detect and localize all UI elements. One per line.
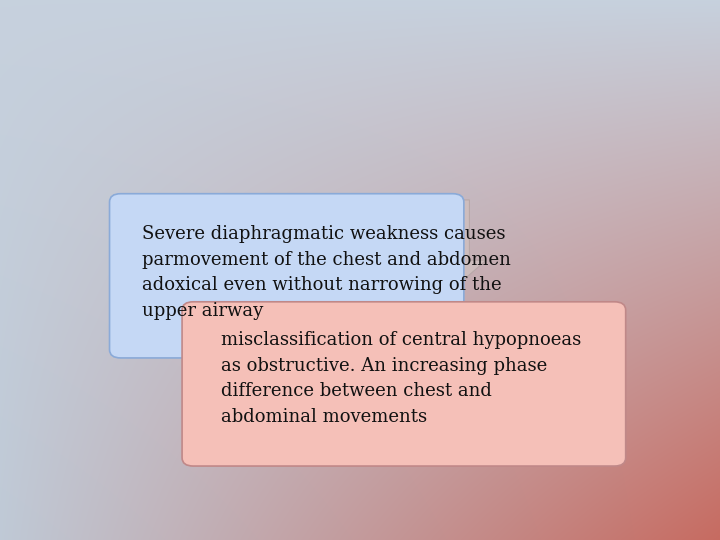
FancyBboxPatch shape [109,194,464,358]
FancyBboxPatch shape [182,302,626,466]
Text: Severe diaphragmatic weakness causes
parmovement of the chest and abdomen
adoxic: Severe diaphragmatic weakness causes par… [142,225,510,320]
Polygon shape [419,200,486,289]
Text: misclassification of central hypopnoeas
as obstructive. An increasing phase
diff: misclassification of central hypopnoeas … [221,331,581,426]
